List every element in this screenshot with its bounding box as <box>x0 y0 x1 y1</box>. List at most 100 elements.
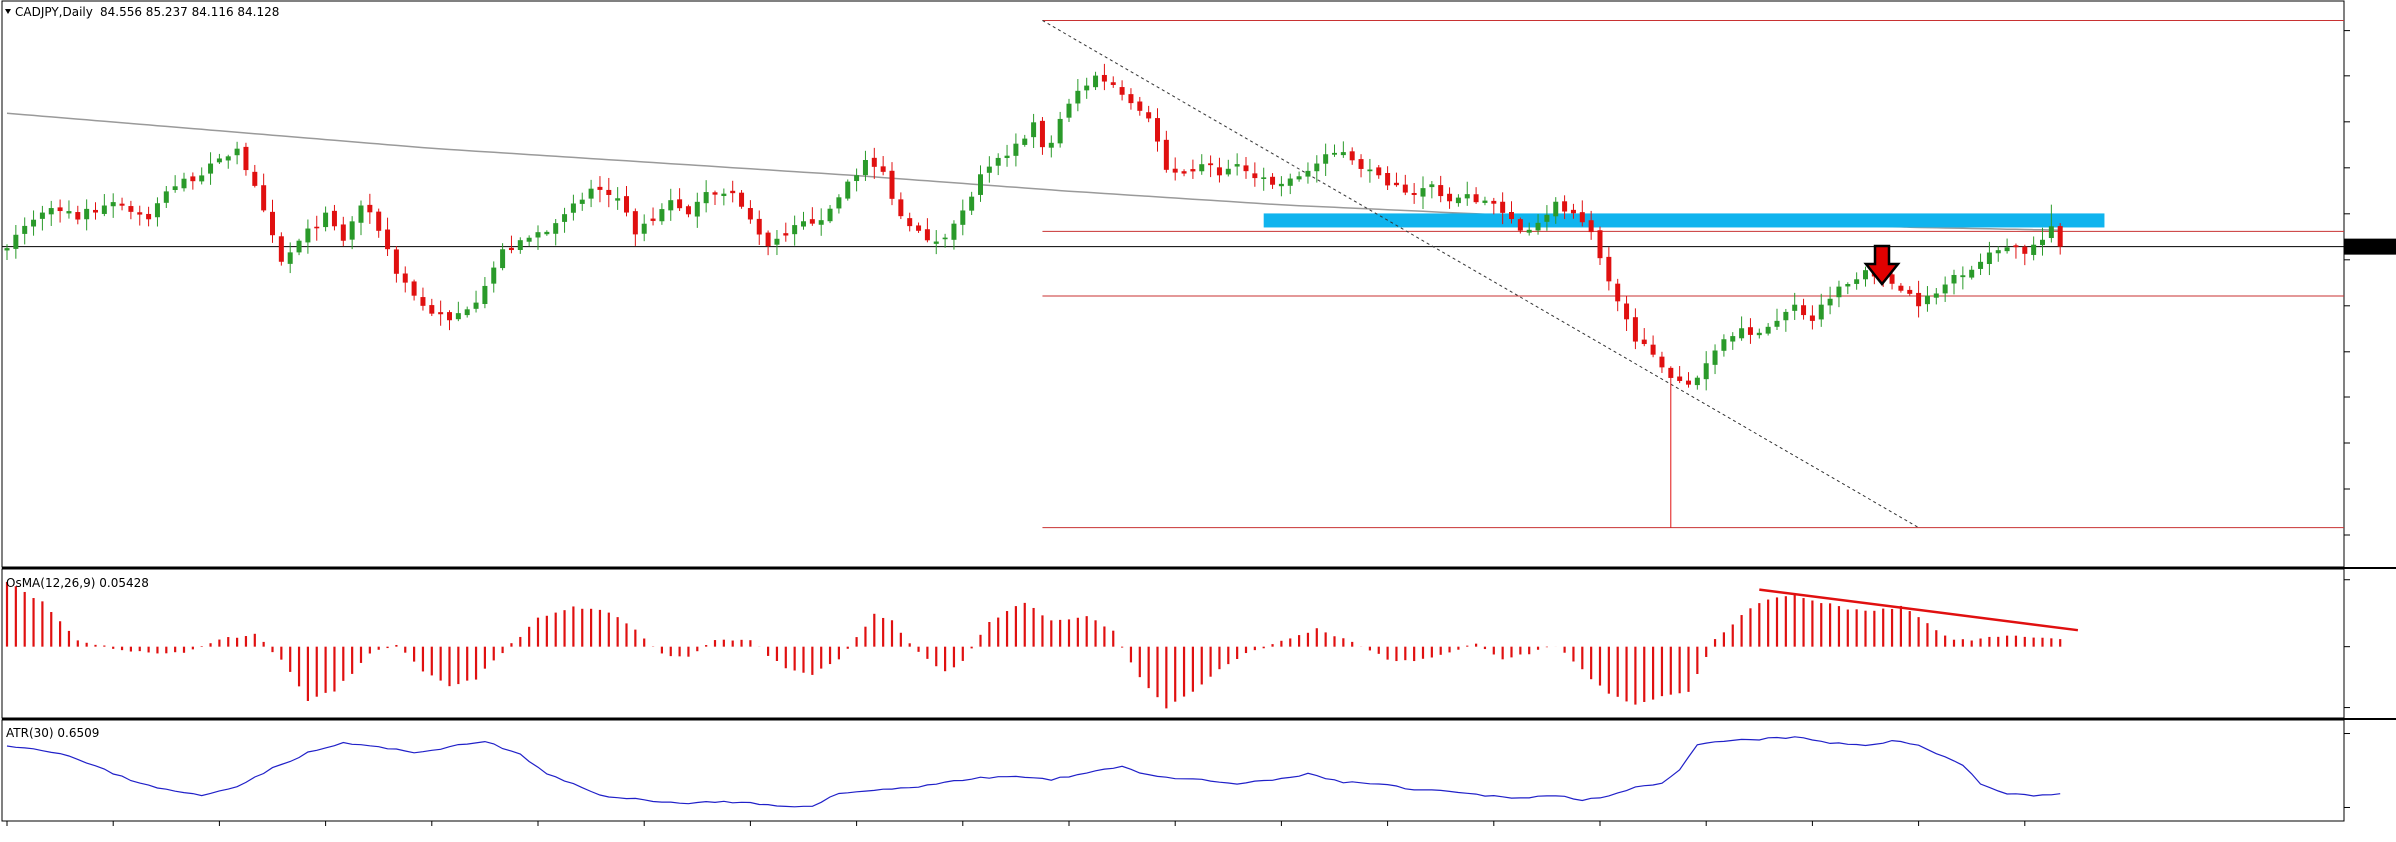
candle-body <box>1606 256 1612 282</box>
candle-body <box>1712 350 1718 365</box>
candle-body <box>1110 82 1116 85</box>
candle-body <box>119 203 125 206</box>
candle-body <box>1305 170 1311 177</box>
candle-body <box>747 208 753 220</box>
candle-body <box>2048 226 2054 239</box>
candle-body <box>376 211 382 231</box>
candle-body <box>606 189 612 195</box>
candle-body <box>1739 328 1745 339</box>
candle-body <box>1588 220 1594 233</box>
candle-body <box>172 186 178 191</box>
osma-divergence-line <box>1759 588 2079 632</box>
candle-body <box>93 209 98 213</box>
candle-body <box>712 192 718 195</box>
candle-body <box>854 175 860 182</box>
candle-body <box>1473 194 1479 203</box>
candle-body <box>1632 317 1638 342</box>
candle-body <box>1747 327 1753 335</box>
candle-body <box>1677 376 1683 381</box>
candle-body <box>1924 295 1930 305</box>
candle-body <box>1500 201 1506 213</box>
candle-body <box>1570 209 1576 214</box>
candle-body <box>1261 177 1267 179</box>
candle-body <box>1208 163 1214 166</box>
candle-body <box>1402 184 1408 193</box>
candle-body <box>491 267 497 284</box>
collapse-arrow-icon[interactable] <box>5 9 11 14</box>
candle-body <box>641 223 647 234</box>
candle-body <box>349 221 355 240</box>
sell-arrow-icon <box>1863 244 1901 287</box>
candle-body <box>287 252 293 264</box>
candle-body <box>1075 90 1081 104</box>
candle-body <box>730 190 736 194</box>
candle-body <box>110 202 116 207</box>
candle-body <box>340 224 346 241</box>
candle-body <box>1048 142 1054 148</box>
candle-body <box>1039 120 1045 148</box>
price-pane-frame <box>1 0 2345 568</box>
candle-body <box>1181 171 1187 174</box>
candle-body <box>243 146 249 171</box>
candle-body <box>1517 219 1523 231</box>
symbol-title: CADJPY,Daily <box>15 5 93 19</box>
candle-body <box>1340 152 1346 156</box>
candle-body <box>624 196 629 213</box>
candle-body <box>270 211 275 236</box>
candle-body <box>305 228 311 243</box>
candle-body <box>323 212 329 228</box>
candle-body <box>1004 155 1010 159</box>
candle-body <box>420 297 426 306</box>
candle-body <box>1969 269 1975 278</box>
candle-body <box>1659 356 1665 368</box>
candle-body <box>526 237 532 242</box>
candle-body <box>1146 112 1152 119</box>
candle-body <box>924 229 930 241</box>
ohlc-readout: 84.556 85.237 84.116 84.128 <box>100 5 279 19</box>
candle-body <box>898 199 904 217</box>
candle-body <box>331 210 337 227</box>
candle-body <box>535 232 541 238</box>
candle-body <box>1641 339 1647 345</box>
candle-body <box>765 232 771 247</box>
atr-line <box>6 736 2061 808</box>
candle-body <box>1332 152 1337 155</box>
candle-body <box>650 218 656 221</box>
candle-body <box>942 237 948 240</box>
candle-body <box>597 186 603 190</box>
candle-body <box>774 238 780 245</box>
candle-body <box>128 206 134 212</box>
candle-body <box>411 281 417 296</box>
candle-body <box>1482 200 1488 203</box>
candle-body <box>1854 279 1860 284</box>
candle-body <box>75 212 81 220</box>
candle-body <box>1464 194 1470 199</box>
candle-body <box>1084 85 1090 91</box>
candle-body <box>986 166 992 173</box>
candle-body <box>296 240 302 253</box>
candle-body <box>39 212 45 219</box>
candle-body <box>1137 101 1143 111</box>
candle-body <box>685 206 691 215</box>
candle-body <box>208 163 214 174</box>
candle-body <box>1703 363 1709 380</box>
candle-body <box>739 192 745 207</box>
candle-body <box>314 226 320 229</box>
atr-pane-frame <box>1 719 2345 822</box>
candle-body <box>2022 246 2028 254</box>
candle-body <box>1863 270 1868 280</box>
candle-body <box>199 175 205 182</box>
candle-body <box>1066 103 1072 118</box>
candle-body <box>1172 168 1178 173</box>
candle-body <box>1278 183 1284 187</box>
atr-title: ATR(30) 0.6509 <box>6 726 99 740</box>
candle-body <box>2013 245 2019 248</box>
candle-body <box>402 273 408 283</box>
candle-body <box>756 218 762 235</box>
candle-body <box>137 212 143 215</box>
candle-body <box>1756 332 1762 336</box>
candle-body <box>84 208 90 220</box>
candle-body <box>2031 244 2037 255</box>
candle-body <box>1526 229 1532 233</box>
candle-body <box>1907 289 1913 294</box>
